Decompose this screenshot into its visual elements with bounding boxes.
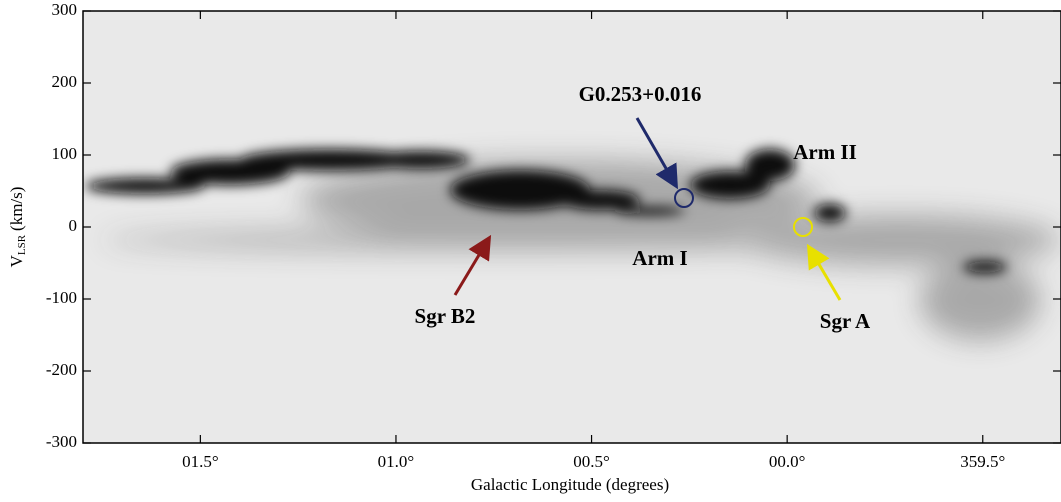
- x-tick-label: 00.5°: [573, 452, 610, 471]
- annotation: G0.253+0.016: [579, 82, 702, 106]
- annotation: Sgr B2: [415, 304, 476, 328]
- x-tick-label: 359.5°: [960, 452, 1005, 471]
- arrow: [453, 234, 492, 296]
- y-label-symbol: V: [7, 254, 26, 267]
- y-axis-label: VLSR (km/s): [7, 187, 28, 268]
- y-label-subscript: LSR: [16, 234, 28, 255]
- y-tick-label: 200: [52, 72, 78, 91]
- y-tick-label: -100: [46, 288, 77, 307]
- emission-image: [83, 11, 1061, 443]
- y-label-unit: (km/s): [7, 187, 26, 231]
- arrow: [806, 243, 842, 301]
- x-tick-label: 01.0°: [378, 452, 415, 471]
- y-tick-label: -200: [46, 360, 77, 379]
- y-tick-label: 300: [52, 0, 78, 19]
- x-tick-label: 00.0°: [769, 452, 806, 471]
- y-tick-label: -300: [46, 432, 77, 451]
- y-tick-label: 0: [69, 216, 78, 235]
- annotation: Arm II: [793, 140, 857, 164]
- annotation: Sgr A: [820, 309, 871, 333]
- arrow: [635, 117, 678, 190]
- marker-circle: [793, 217, 813, 237]
- marker-circle: [674, 188, 694, 208]
- annotation: Arm I: [632, 246, 687, 270]
- x-tick-label: 01.5°: [182, 452, 219, 471]
- x-axis-label: Galactic Longitude (degrees): [471, 475, 669, 494]
- y-tick-label: 100: [52, 144, 78, 163]
